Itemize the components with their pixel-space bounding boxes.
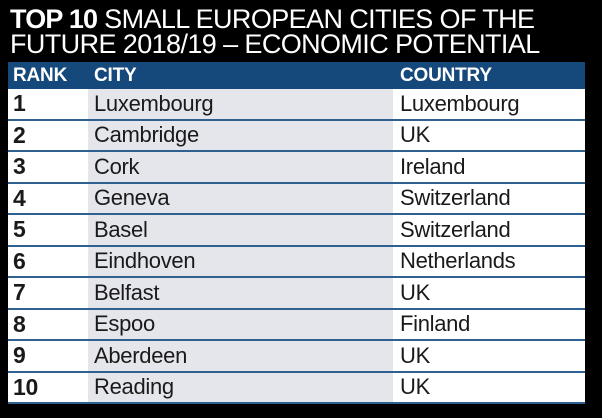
- country-cell: UK: [393, 120, 585, 150]
- rank-cell: 8: [8, 309, 88, 339]
- rank-cell: 4: [8, 183, 88, 213]
- column-header-city: CITY: [94, 64, 137, 86]
- city-cell: Geneva: [88, 183, 393, 213]
- column-header-country: COUNTRY: [400, 64, 492, 86]
- country-cell: Switzerland: [393, 215, 585, 245]
- page-title: TOP 10 SMALL EUROPEAN CITIES OF THE FUTU…: [10, 4, 540, 59]
- title-top10-label: TOP 10: [10, 4, 98, 34]
- table-body: 1 Luxembourg Luxembourg 2 Cambridge UK 3 Cork Ir…: [8, 89, 585, 404]
- table-row: 3 Cork Ireland: [8, 152, 585, 184]
- country-cell: UK: [393, 341, 585, 371]
- rank-cell: 5: [8, 215, 88, 245]
- table-row: 9 Aberdeen UK: [8, 341, 585, 373]
- rank-cell: 10: [8, 372, 88, 402]
- table-row: 5 Basel Switzerland: [8, 215, 585, 247]
- city-cell: Espoo: [88, 309, 393, 339]
- title-line1-rest: SMALL EUROPEAN CITIES OF THE: [97, 4, 535, 34]
- country-cell: UK: [393, 372, 585, 402]
- city-cell: Aberdeen: [88, 341, 393, 371]
- city-cell: Basel: [88, 215, 393, 245]
- country-cell: Finland: [393, 309, 585, 339]
- table-row: 6 Eindhoven Netherlands: [8, 246, 585, 278]
- city-cell: Luxembourg: [88, 89, 393, 119]
- rank-cell: 9: [8, 341, 88, 371]
- city-cell: Reading: [88, 372, 393, 402]
- city-cell: Cork: [88, 152, 393, 182]
- country-cell: Luxembourg: [393, 89, 585, 119]
- country-cell: Netherlands: [393, 246, 585, 276]
- column-header-rank: RANK: [13, 64, 68, 86]
- table-row: 7 Belfast UK: [8, 278, 585, 310]
- table-row: 1 Luxembourg Luxembourg: [8, 89, 585, 121]
- title-line-2: FUTURE 2018/19 – ECONOMIC POTENTIAL: [10, 29, 540, 59]
- city-cell: Belfast: [88, 278, 393, 308]
- city-cell: Cambridge: [88, 120, 393, 150]
- title-line-1: TOP 10 SMALL EUROPEAN CITIES OF THE: [10, 4, 540, 34]
- rank-cell: 1: [8, 89, 88, 119]
- table-row: 4 Geneva Switzerland: [8, 183, 585, 215]
- table-row: 10 Reading UK: [8, 372, 585, 404]
- country-cell: Ireland: [393, 152, 585, 182]
- country-cell: Switzerland: [393, 183, 585, 213]
- table-row: 8 Espoo Finland: [8, 309, 585, 341]
- country-cell: UK: [393, 278, 585, 308]
- rank-cell: 2: [8, 120, 88, 150]
- rank-cell: 6: [8, 246, 88, 276]
- rank-cell: 3: [8, 152, 88, 182]
- ranking-table: RANK CITY COUNTRY 1 Luxembourg Luxembourg 2…: [8, 62, 585, 404]
- table-header-row: RANK CITY COUNTRY: [8, 62, 585, 89]
- rank-cell: 7: [8, 278, 88, 308]
- table-row: 2 Cambridge UK: [8, 120, 585, 152]
- city-cell: Eindhoven: [88, 246, 393, 276]
